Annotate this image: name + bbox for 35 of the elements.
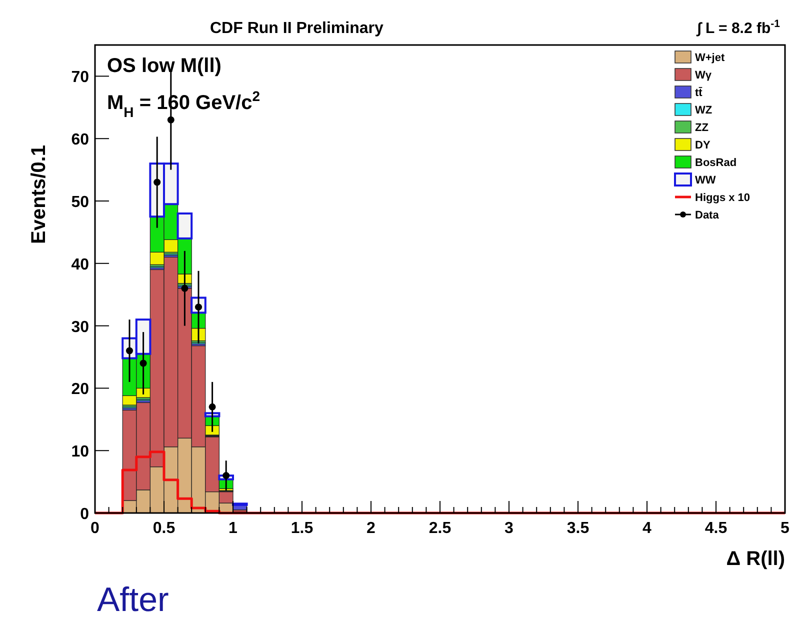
x-tick-label: 1.5 — [290, 520, 314, 537]
y-tick-label: 50 — [71, 194, 90, 211]
x-tick-label: 3 — [504, 520, 514, 537]
annotation: OS low M(ll) — [107, 55, 222, 77]
x-tick-label: 2.5 — [428, 520, 452, 537]
legend-label: Data — [695, 210, 720, 222]
legend-label: Wγ — [695, 70, 712, 82]
y-tick-label: 0 — [80, 506, 90, 523]
x-axis-title: Δ R(ll) — [726, 548, 785, 570]
legend-label: ZZ — [695, 122, 709, 134]
chart-title: CDF Run II Preliminary — [210, 20, 384, 37]
legend-label: WZ — [695, 104, 712, 116]
y-tick-label: 30 — [71, 318, 90, 336]
legend-label: BosRad — [695, 157, 737, 169]
x-tick-label: 5 — [780, 520, 790, 537]
legend-label: Higgs x 10 — [695, 192, 750, 204]
y-tick-label: 10 — [71, 444, 90, 461]
y-tick-label: 20 — [71, 381, 90, 398]
text: ∫ L = 8.2 fb$^{-1}$ — [696, 18, 780, 37]
x-tick-label: 2 — [366, 520, 376, 537]
legend-label: W+jet — [695, 52, 725, 64]
y-tick-label: 40 — [71, 256, 90, 274]
x-tick-label: 0 — [90, 520, 100, 537]
x-tick-label: 0.5 — [152, 520, 176, 537]
y-tick-label: 60 — [71, 132, 90, 149]
y-tick-label: 70 — [71, 69, 90, 86]
y-axis-title: Events/0.1 — [28, 145, 50, 244]
x-tick-label: 1 — [228, 520, 238, 537]
x-tick-label: 4.5 — [704, 520, 728, 537]
legend-label: DY — [695, 140, 711, 152]
x-tick-label: 4 — [642, 520, 652, 537]
legend-label: tt̄ — [695, 87, 703, 99]
x-tick-label: 3.5 — [566, 520, 590, 537]
text: After — [97, 581, 169, 619]
legend-label: WW — [695, 174, 716, 186]
